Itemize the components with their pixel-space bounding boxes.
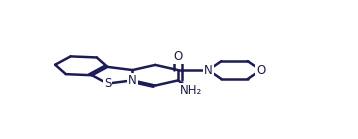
- Text: N: N: [204, 64, 213, 77]
- Text: S: S: [104, 77, 111, 90]
- Text: O: O: [173, 50, 183, 63]
- Text: O: O: [256, 64, 266, 77]
- Text: NH₂: NH₂: [180, 84, 202, 97]
- Text: N: N: [128, 74, 137, 87]
